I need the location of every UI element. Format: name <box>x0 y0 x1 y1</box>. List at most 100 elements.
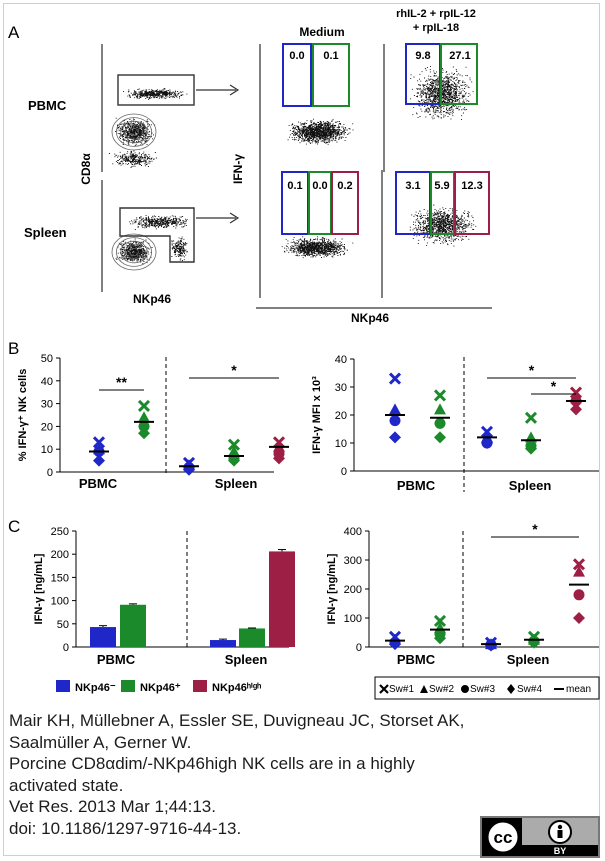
by-label: BY <box>554 846 567 856</box>
point-circle <box>573 589 585 601</box>
group-label: Spleen <box>509 478 552 493</box>
y-tick-label: 10 <box>41 444 53 456</box>
point-triangle <box>434 403 446 415</box>
point-x <box>388 372 402 385</box>
legend-label: NKp46ʰⁱᵍʰ <box>212 681 261 694</box>
point-triangle <box>138 411 150 423</box>
gate-value: 0.0 <box>312 180 327 192</box>
group-label: Spleen <box>507 652 550 667</box>
point-diamond <box>273 452 285 465</box>
point-x <box>524 411 538 424</box>
caption-line: Mair KH, Müllebner A, Essler SE, Duvigne… <box>9 711 465 730</box>
x-marker-icon <box>379 684 389 694</box>
point-x <box>433 389 447 402</box>
gate-spleen-stim-red <box>454 171 490 235</box>
gate-value: 5.9 <box>434 180 449 192</box>
point-diamond <box>138 427 150 440</box>
density-contour <box>129 128 139 137</box>
column-header-stim-2: + rpIL-18 <box>413 22 459 34</box>
y-tick-label: 20 <box>41 421 53 433</box>
significance-label: * <box>231 362 237 378</box>
y-axis-label: IFN-γ [ng/mL] <box>33 553 45 624</box>
marker-legend-box <box>374 676 600 700</box>
legend-label: Sw#1 <box>389 684 414 695</box>
density-contour <box>120 240 148 264</box>
legend-label: Sw#2 <box>429 684 454 695</box>
gate-value: 27.1 <box>449 50 470 62</box>
y-axis-label: IFN-γ MFI x 10³ <box>311 376 323 454</box>
caption-line: Saalmüller A, Gerner W. <box>9 732 192 752</box>
y-axis-label: % IFN-γ⁺ NK cells <box>17 369 29 462</box>
figure-canvas: A B C Medium rhIL-2 + rpIL-12 + rpIL-18 … <box>8 8 600 700</box>
y-tick-label: 250 <box>51 526 69 538</box>
gate-value: 12.3 <box>461 180 482 192</box>
point-x <box>92 436 106 449</box>
y-tick-label: 100 <box>344 613 362 625</box>
density-contour <box>120 120 148 144</box>
caption-line: Porcine CD8αdim/-NKp46high NK cells are … <box>9 754 415 773</box>
arrow-pbmc <box>196 84 240 96</box>
person-icon <box>548 820 572 844</box>
diamond-marker-icon <box>507 684 515 694</box>
gate-spleen-cd8 <box>119 207 195 263</box>
significance-label: ** <box>116 374 127 390</box>
panel-label-c: C <box>8 517 20 536</box>
spleen-stim-cloud <box>409 204 477 247</box>
gate-value: 0.1 <box>323 50 338 62</box>
y-tick-label: 40 <box>335 354 347 366</box>
point-diamond <box>485 639 497 652</box>
column-header-stim-1: rhIL-2 + rpIL-12 <box>396 8 476 20</box>
legend-swatch-red <box>193 680 207 692</box>
figure-frame: A B C Medium rhIL-2 + rpIL-12 + rpIL-18 … <box>3 3 600 858</box>
triangle-marker-icon <box>420 685 428 693</box>
point-diamond <box>481 437 493 449</box>
y-tick-label: 400 <box>344 526 362 538</box>
legend-label: NKp46⁻ <box>75 682 116 694</box>
spleen-medium-cloud <box>281 236 354 259</box>
legend-label: Sw#3 <box>470 684 495 695</box>
bar-legend: NKp46⁻ NKp46⁺ NKp46ʰⁱᵍʰ <box>56 680 261 694</box>
bar <box>269 551 295 647</box>
group-label: PBMC <box>397 478 436 493</box>
spleen-tail-population <box>171 236 188 261</box>
point-triangle <box>573 565 585 577</box>
panel-label-b: B <box>8 339 19 358</box>
cc-icon: cc <box>485 819 521 855</box>
chart-C-left: 0 50 100 150 200 250 IFN-γ [ng/mL] PBMC Spleen <box>33 526 295 667</box>
y-axis-label-ifng: IFN-γ <box>231 154 245 184</box>
point-diamond <box>389 431 401 444</box>
group-label: PBMC <box>97 652 136 667</box>
pbmc-medium-cloud <box>287 118 354 145</box>
y-tick-label: 0 <box>47 467 53 479</box>
group-label: Spleen <box>225 652 268 667</box>
y-tick-label: 20 <box>335 410 347 422</box>
caption-line: doi: 10.1186/1297-9716-44-13. <box>9 818 242 838</box>
point-diamond <box>570 403 582 416</box>
point-circle <box>389 415 401 427</box>
spleen-nk-population <box>129 214 188 230</box>
x-axis-label-nkp46-left: NKp46 <box>133 292 171 306</box>
flow-cytometry-panel: Medium rhIL-2 + rpIL-12 + rpIL-18 PBMC S… <box>24 8 492 325</box>
density-contour <box>111 233 157 271</box>
x-axis-label-nkp46-right: NKp46 <box>351 311 389 325</box>
chart-C-right: 0 100 200 300 400 IFN-γ [ng/mL] PBMC Spleen * <box>326 521 599 667</box>
gate-value: 9.8 <box>415 50 430 62</box>
circle-marker-icon <box>461 685 469 693</box>
row-label-pbmc: PBMC <box>28 98 67 113</box>
cc-icon-text: cc <box>494 828 513 847</box>
gate-value: 0.1 <box>287 180 302 192</box>
gate-value: 3.1 <box>405 180 420 192</box>
density-contour <box>111 113 157 151</box>
gate-pbmc-medium-blue <box>282 43 312 107</box>
point-diamond <box>93 454 105 467</box>
group-label: PBMC <box>397 652 436 667</box>
density-contour <box>129 247 139 256</box>
bar <box>120 604 146 647</box>
gate-value: 0.0 <box>289 50 304 62</box>
y-tick-label: 0 <box>63 642 69 654</box>
y-tick-label: 30 <box>41 399 53 411</box>
gate-pbmc-medium-green <box>312 43 350 107</box>
y-tick-label: 100 <box>51 596 69 608</box>
